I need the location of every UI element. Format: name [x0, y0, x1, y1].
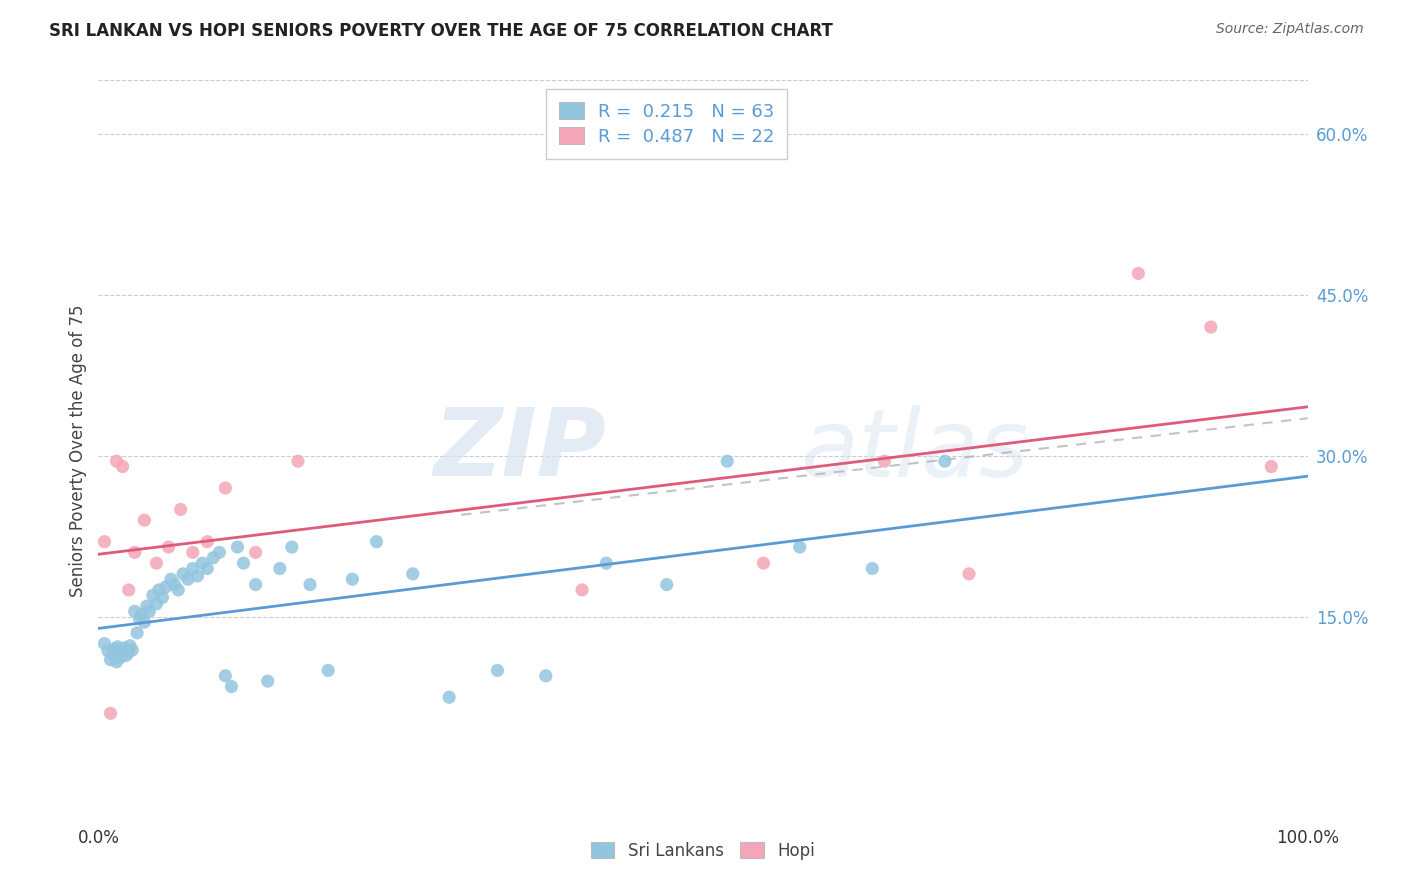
Point — [93, 637, 115, 651]
Point — [101, 648, 124, 662]
Point — [269, 561, 291, 575]
Point — [595, 556, 617, 570]
Point — [134, 513, 156, 527]
Point — [789, 540, 811, 554]
Point — [152, 591, 174, 605]
Point — [142, 588, 165, 602]
Point — [191, 556, 214, 570]
Point — [287, 454, 309, 468]
Point — [115, 648, 138, 663]
Point — [752, 556, 775, 570]
Point — [226, 540, 249, 554]
Point — [245, 577, 267, 591]
Text: SRI LANKAN VS HOPI SENIORS POVERTY OVER THE AGE OF 75 CORRELATION CHART: SRI LANKAN VS HOPI SENIORS POVERTY OVER … — [49, 22, 834, 40]
Point — [135, 599, 157, 613]
Point — [172, 566, 194, 581]
Point — [118, 645, 141, 659]
Point — [105, 454, 128, 468]
Point — [114, 640, 136, 655]
Y-axis label: Seniors Poverty Over the Age of 75: Seniors Poverty Over the Age of 75 — [69, 304, 87, 597]
Point — [655, 577, 678, 591]
Point — [105, 655, 128, 669]
Point — [138, 604, 160, 618]
Point — [118, 582, 141, 597]
Point — [107, 640, 129, 654]
Point — [366, 534, 388, 549]
Point — [155, 580, 177, 594]
Point — [124, 545, 146, 559]
Point — [534, 669, 557, 683]
Point — [486, 664, 509, 678]
Point — [202, 550, 225, 565]
Point — [281, 540, 304, 554]
Point — [112, 644, 135, 658]
Point — [121, 643, 143, 657]
Point — [118, 639, 141, 653]
Point — [145, 556, 167, 570]
Point — [177, 572, 200, 586]
Point — [108, 646, 131, 660]
Point — [232, 556, 254, 570]
Point — [111, 648, 134, 662]
Point — [100, 653, 122, 667]
Point — [169, 502, 191, 516]
Point — [1199, 320, 1222, 334]
Point — [181, 561, 204, 575]
Text: Source: ZipAtlas.com: Source: ZipAtlas.com — [1216, 22, 1364, 37]
Point — [167, 582, 190, 597]
Point — [103, 642, 125, 657]
Text: ZIP: ZIP — [433, 404, 606, 497]
Point — [1260, 459, 1282, 474]
Point — [160, 572, 183, 586]
Point — [93, 534, 115, 549]
Point — [145, 597, 167, 611]
Point — [128, 612, 150, 626]
Point — [110, 643, 132, 657]
Point — [163, 577, 186, 591]
Point — [873, 454, 896, 468]
Point — [111, 459, 134, 474]
Point — [342, 572, 364, 586]
Legend: Sri Lankans, Hopi: Sri Lankans, Hopi — [583, 833, 823, 868]
Point — [256, 674, 278, 689]
Point — [124, 604, 146, 618]
Point — [181, 545, 204, 559]
Point — [437, 690, 460, 705]
Point — [108, 650, 131, 665]
Point — [716, 454, 738, 468]
Point — [157, 540, 180, 554]
Point — [934, 454, 956, 468]
Point — [221, 680, 243, 694]
Point — [148, 582, 170, 597]
Point — [127, 625, 149, 640]
Point — [402, 566, 425, 581]
Text: atlas: atlas — [800, 405, 1028, 496]
Point — [860, 561, 883, 575]
Point — [131, 607, 153, 622]
Point — [299, 577, 322, 591]
Point — [214, 481, 236, 495]
Point — [208, 545, 231, 559]
Point — [571, 582, 593, 597]
Point — [195, 534, 218, 549]
Point — [316, 664, 339, 678]
Point — [134, 615, 156, 629]
Point — [957, 566, 980, 581]
Point — [97, 644, 120, 658]
Point — [187, 569, 209, 583]
Point — [195, 561, 218, 575]
Point — [104, 649, 127, 664]
Point — [100, 706, 122, 721]
Point — [245, 545, 267, 559]
Point — [1128, 267, 1150, 281]
Point — [214, 669, 236, 683]
